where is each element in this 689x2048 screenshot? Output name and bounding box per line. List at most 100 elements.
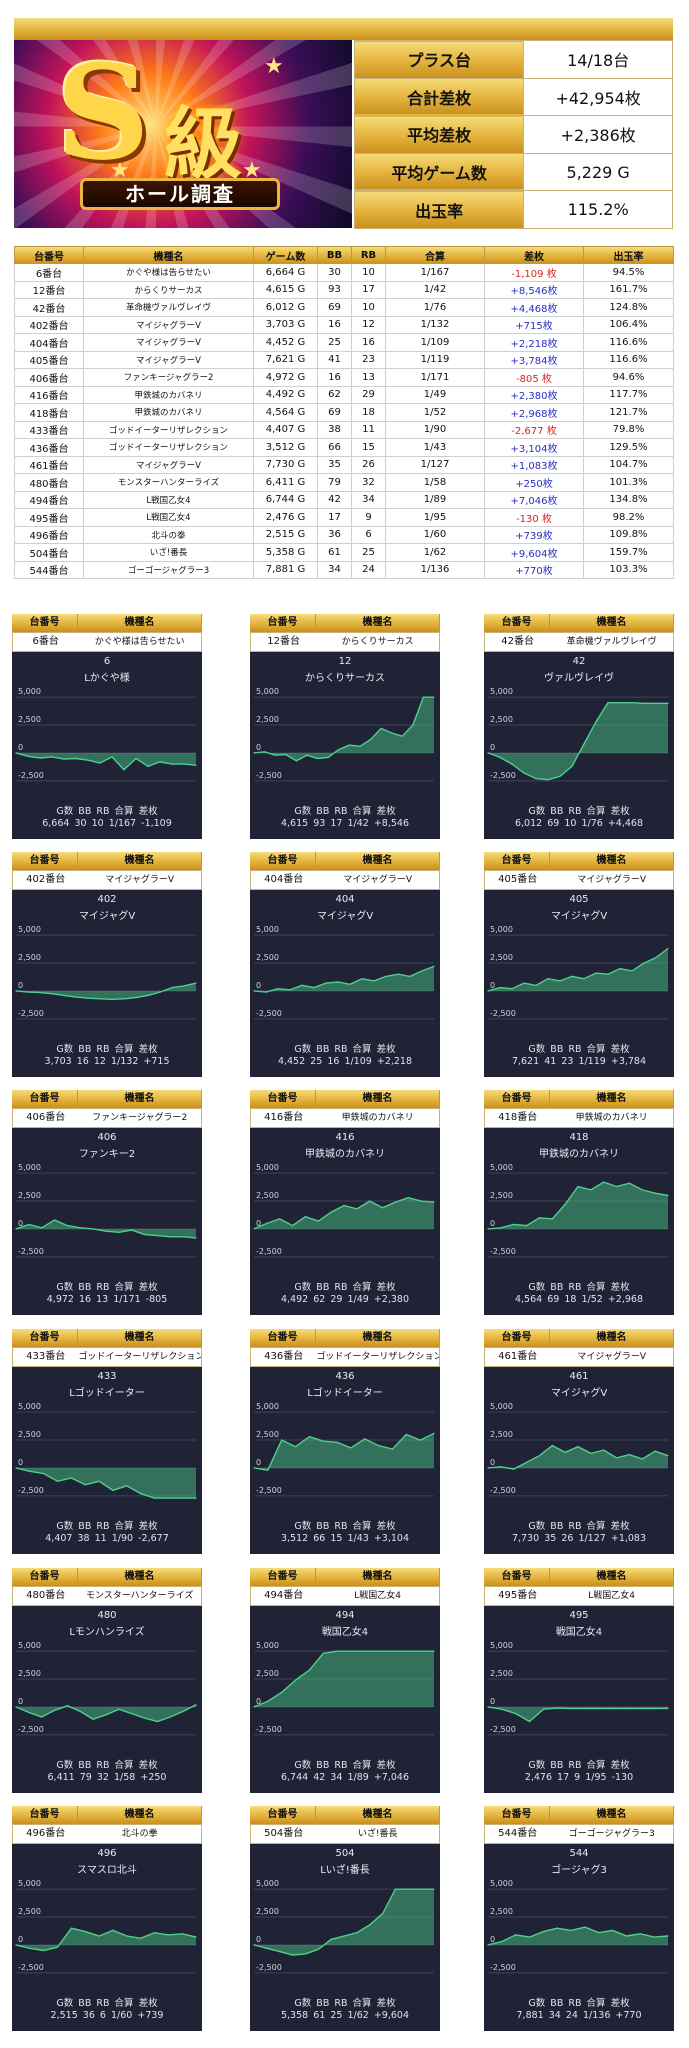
data-point <box>559 775 561 777</box>
stat-label: RB <box>334 1282 348 1293</box>
graph-card: 台番号 機種名 495番台 L戦国乙女4 495 戦国乙女4 5,000 2,500 0 -2,5… <box>484 1568 674 1793</box>
data-point <box>359 745 361 747</box>
stat-label: RB <box>334 1044 348 1055</box>
data-point <box>513 1468 515 1470</box>
graph-machine-short: 甲鉄城のカバネリ <box>305 1149 385 1160</box>
data-point <box>584 1926 586 1928</box>
stat-diff: +3,104 <box>373 1533 410 1544</box>
data-point <box>641 1189 643 1191</box>
stat-label: BB <box>316 1760 330 1771</box>
data-point <box>169 1716 171 1718</box>
graph-machine-short: マイジャグV <box>550 911 608 922</box>
graph-number: 405 <box>569 894 589 905</box>
data-point <box>405 1650 407 1652</box>
data-point <box>41 1227 43 1229</box>
graph-card: 台番号 機種名 504番台 いざ!番長 504 Lいざ!番長 5,000 2,500 0 -2,5… <box>250 1806 440 2031</box>
stat-values: 3,703 16 12 1/132 +715 <box>12 1056 202 1067</box>
stat-label: G数 <box>56 1521 74 1532</box>
data-point <box>564 1203 566 1205</box>
y-tick-label: 2,500 <box>490 1191 513 1200</box>
card-header: 台番号 機種名 504番台 いざ!番長 <box>250 1806 440 1844</box>
graph-card: 台番号 機種名 496番台 北斗の拳 496 スマスロ北斗 5,000 2,500 0 -2,50… <box>12 1806 202 2031</box>
data-point <box>380 727 382 729</box>
banner-kyu-text: 級 <box>164 100 243 190</box>
y-tick-label: 2,500 <box>18 1191 41 1200</box>
card-header-labels: 台番号 機種名 <box>250 1329 440 1347</box>
data-point <box>595 721 597 723</box>
data-point <box>118 1231 120 1233</box>
stat-bb: 36 <box>82 2010 95 2021</box>
graph-number: 12 <box>338 656 352 667</box>
graph-panel: 480 Lモンハンライズ 5,000 2,500 0 -2,500 G数 BB RB 合算 … <box>12 1606 202 1793</box>
card-machine-label: 機種名 <box>550 1090 674 1108</box>
stat-combined: 1/52 <box>581 1294 603 1305</box>
y-tick-label: 5,000 <box>18 1641 41 1650</box>
stat-values: 4,407 38 11 1/90 -2,677 <box>12 1533 202 1544</box>
data-point <box>653 1936 655 1938</box>
stat-bb: 30 <box>74 818 87 829</box>
card-header-values: 42番台 革命機ヴァルヴレイヴ <box>484 632 674 652</box>
card-header-labels: 台番号 機種名 <box>12 852 202 870</box>
data-point <box>167 1934 169 1936</box>
y-tick-label: 0 <box>18 1219 23 1228</box>
data-point <box>364 1650 366 1652</box>
area-fill <box>254 1651 434 1707</box>
stat-label: G数 <box>528 1282 546 1293</box>
y-tick-label: -2,500 <box>18 771 44 780</box>
data-point <box>75 757 77 760</box>
stat-rb: 13 <box>96 1294 109 1305</box>
card-header-labels: 台番号 機種名 <box>484 1329 674 1347</box>
card-machine: ゴッドイーターリザレクション <box>316 1352 439 1362</box>
summary-table: プラス台 14/18台 合計差枚 +42,954枚 平均差枚 +2,386枚 平均ゲーム数 5… <box>353 40 673 229</box>
card-unit-label: 台番号 <box>250 614 316 632</box>
card-unit: 406番台 <box>26 1112 66 1123</box>
y-tick-label: -2,500 <box>490 1725 516 1734</box>
stat-bb: 35 <box>544 1533 557 1544</box>
graph-card: 台番号 機種名 436番台 ゴッドイーターリザレクション 436 Lゴッドイーター 5,00… <box>250 1329 440 1554</box>
stat-label: BB <box>78 1521 92 1532</box>
graph-machine-short: スマスロ北斗 <box>77 1865 137 1876</box>
area-fill <box>488 948 668 991</box>
stat-bb: 61 <box>313 2010 326 2021</box>
stat-diff: +739 <box>137 2010 164 2021</box>
card-header-values: 504番台 いざ!番長 <box>250 1824 440 1844</box>
data-point <box>195 1237 197 1239</box>
data-point <box>153 1932 156 1934</box>
y-tick-label: 2,500 <box>18 953 41 962</box>
stat-combined: 1/76 <box>581 818 603 829</box>
card-header-labels: 台番号 機種名 <box>12 1568 202 1586</box>
graph-machine-short: マイジャグV <box>316 911 374 922</box>
data-point <box>79 1227 81 1229</box>
data-point <box>667 702 669 704</box>
table-row: 436番台 ゴッドイーターリザレクション 3,512 G 66 15 1/43 +3,104… <box>14 438 674 457</box>
stat-label: 合算 <box>352 1044 372 1055</box>
data-point <box>135 757 137 760</box>
data-point <box>51 993 53 995</box>
data-point <box>547 779 549 781</box>
y-tick-label: -2,500 <box>256 1247 282 1256</box>
table-row: 42番台 革命機ヴァルヴレイヴ 6,012 G 69 10 1/76 +4,468枚 124.… <box>14 298 674 317</box>
data-point <box>487 1467 489 1469</box>
area-fill <box>16 1704 196 1722</box>
card-header: 台番号 機種名 436番台 ゴッドイーターリザレクション <box>250 1329 440 1367</box>
data-point <box>420 1200 422 1202</box>
stat-rb: 29 <box>330 1294 343 1305</box>
card-header-values: 496番台 北斗の拳 <box>12 1824 202 1844</box>
data-point <box>499 756 501 758</box>
card-machine-label: 機種名 <box>316 1568 440 1586</box>
data-point <box>598 1708 600 1710</box>
stat-label: 差枚 <box>138 1282 158 1293</box>
stat-label: 合算 <box>586 1998 606 2009</box>
stat-combined: 1/58 <box>114 1772 136 1783</box>
stat-label: RB <box>334 1998 348 2009</box>
series-line <box>15 1927 197 1952</box>
stat-combined: 1/90 <box>111 1533 134 1544</box>
card-header: 台番号 機種名 402番台 マイジャグラーV <box>12 852 202 890</box>
card-header: 台番号 機種名 544番台 ゴーゴージャグラー3 <box>484 1806 674 1844</box>
data-point <box>147 765 149 767</box>
graph-svg: 5,000 2,500 0 -2,500 <box>15 1641 197 1736</box>
diff-cell: +770枚 <box>484 560 584 579</box>
stat-label: 合算 <box>352 1282 372 1293</box>
area-fill <box>254 1889 434 1955</box>
series-line <box>487 1926 669 1946</box>
